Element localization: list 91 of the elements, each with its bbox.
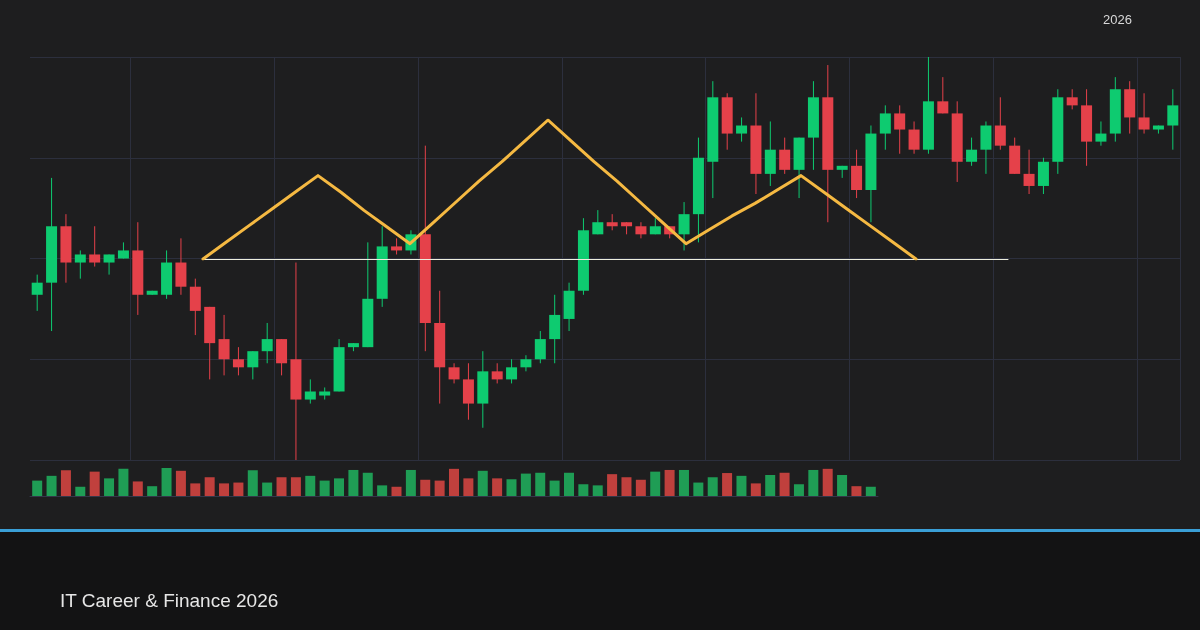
candlestick [937,76,949,114]
bar [132,481,143,496]
candlestick [779,137,791,175]
candlestick [103,253,115,276]
text: 2026 [1103,12,1132,27]
bar [578,484,589,496]
bar [391,486,402,496]
bar [822,468,833,496]
bar [621,477,632,496]
bar [650,471,661,496]
candlestick [304,378,316,405]
bar [348,469,359,496]
bar [779,472,790,496]
bar [219,483,230,496]
candlestick [635,221,647,239]
candlestick [966,137,978,167]
bar [377,485,388,496]
text: IT Career & Finance 2026 [60,590,279,612]
bar [449,468,459,496]
bar [837,475,848,496]
bar [549,480,560,496]
candlestick [520,354,532,372]
candlestick [736,116,748,143]
bar [506,479,517,496]
bar [118,468,129,496]
bar [290,477,301,496]
bar [190,483,201,496]
bar [204,477,215,496]
bar [247,470,258,496]
bar [75,486,86,496]
bar [707,477,718,496]
candlestick [89,225,101,268]
bar [664,469,675,496]
candlestick [491,362,503,384]
bar [104,478,115,496]
bar [736,475,747,496]
candlestick [894,104,906,155]
bar [535,472,546,496]
bar [678,469,689,496]
bar [563,472,574,496]
candlestick [678,201,690,251]
bar [147,486,158,496]
candlestick [879,104,891,151]
bar [89,471,100,496]
bar [305,475,316,496]
bar [635,479,646,496]
candlestick [994,96,1006,151]
candlestick [592,209,604,235]
bar [808,469,819,496]
bar [362,472,373,496]
bar [793,484,804,496]
candlestick [31,274,43,312]
bar [161,468,172,496]
bar [233,482,244,496]
bar [262,482,273,496]
candlestick [261,322,273,364]
bar [405,469,416,496]
bar [175,470,186,496]
bar [851,486,862,496]
candlestick [1095,120,1107,147]
bar [276,477,287,496]
candlestick [232,346,244,376]
candlestick [74,249,86,280]
bar [334,478,345,496]
candlestick [1167,88,1179,151]
bar [319,480,330,496]
bar [434,480,445,496]
candlestick [247,350,259,380]
bar [765,475,776,496]
candlestick [506,358,518,384]
candlestick [448,362,460,384]
bar [607,474,618,496]
bar [750,483,761,496]
bar [520,473,531,496]
bar [592,485,603,496]
bar [46,475,57,496]
candlestick [1066,88,1078,110]
bar [420,479,431,496]
bar [463,478,474,496]
candlestick [1138,92,1150,135]
candlestick [908,120,920,155]
candlestick [218,314,230,376]
bar [865,486,876,496]
bar [722,473,733,496]
bar [60,470,71,496]
bar [32,480,43,496]
candlestick [1023,149,1035,195]
bar [492,478,503,496]
bar [693,482,704,496]
bar [477,470,488,496]
candlestick [534,330,546,364]
